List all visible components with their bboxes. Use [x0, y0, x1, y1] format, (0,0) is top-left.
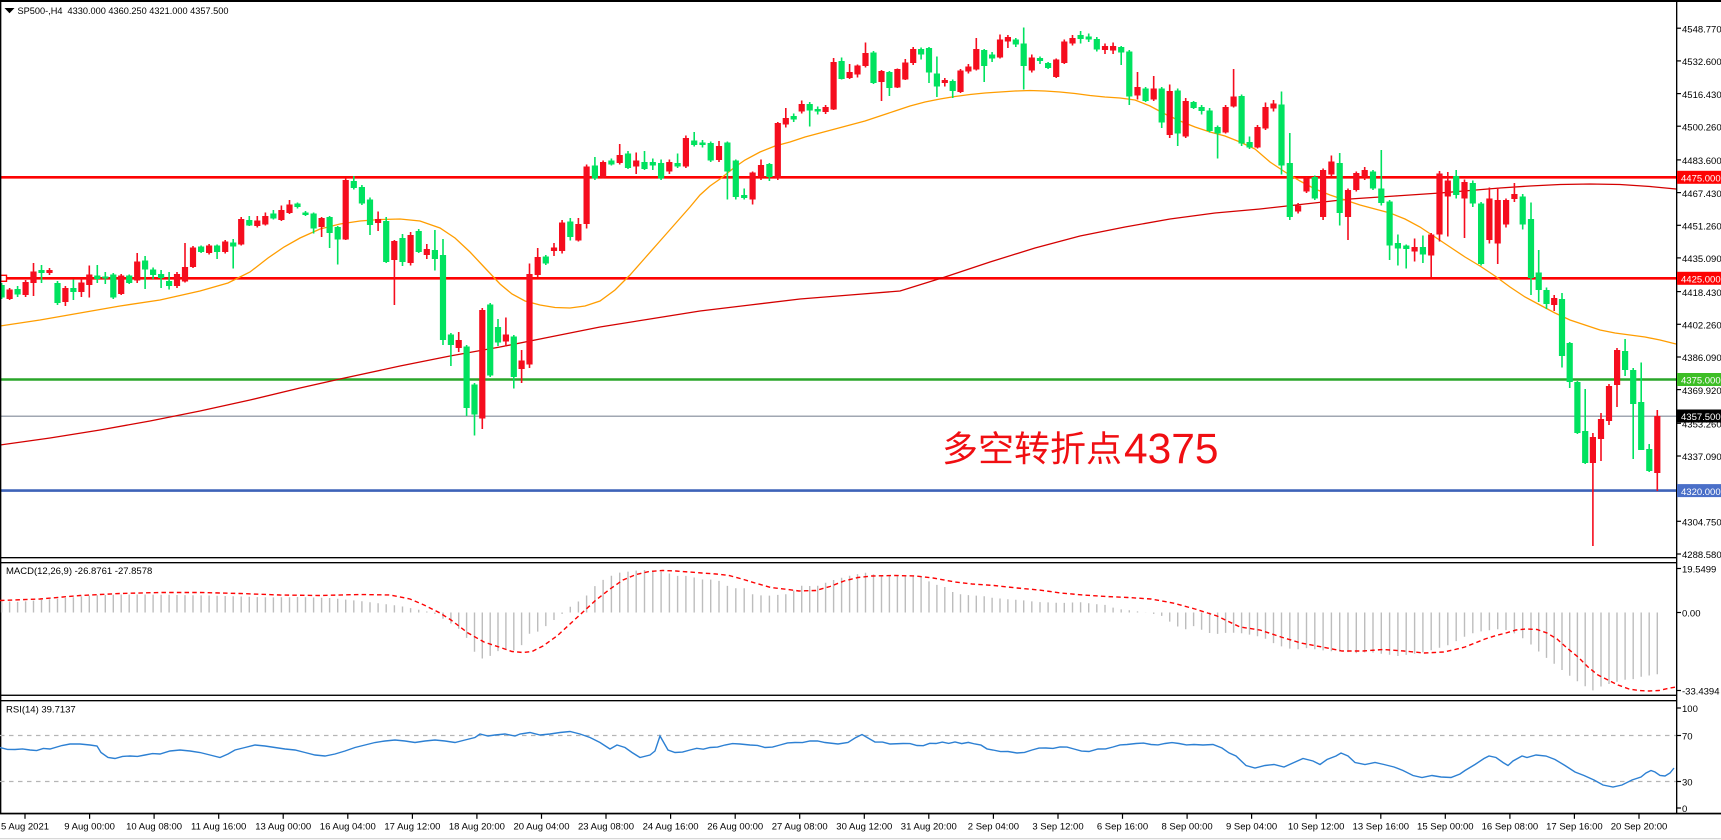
svg-text:4435.090: 4435.090 — [1682, 254, 1721, 265]
svg-text:4337.090: 4337.090 — [1682, 452, 1721, 463]
svg-text:MACD(12,26,9) -26.8761 -27.857: MACD(12,26,9) -26.8761 -27.8578 — [6, 566, 152, 577]
svg-text:17 Aug 12:00: 17 Aug 12:00 — [384, 822, 440, 833]
svg-text:19.5499: 19.5499 — [1682, 565, 1716, 576]
svg-text:4402.260: 4402.260 — [1682, 321, 1721, 332]
svg-text:16 Aug 04:00: 16 Aug 04:00 — [320, 822, 376, 833]
svg-text:4467.430: 4467.430 — [1682, 189, 1721, 200]
svg-text:9 Aug 00:00: 9 Aug 00:00 — [64, 822, 115, 833]
svg-text:4425.000: 4425.000 — [1681, 275, 1721, 286]
svg-text:4288.580: 4288.580 — [1682, 550, 1721, 561]
svg-text:5 Aug 2021: 5 Aug 2021 — [1, 822, 49, 833]
svg-text:2 Sep 04:00: 2 Sep 04:00 — [968, 822, 1019, 833]
svg-text:100: 100 — [1682, 704, 1698, 715]
svg-text:4357.500: 4357.500 — [1681, 412, 1721, 423]
svg-text:4475.000: 4475.000 — [1681, 174, 1721, 185]
svg-text:17 Sep 16:00: 17 Sep 16:00 — [1546, 822, 1603, 833]
svg-text:23 Aug 08:00: 23 Aug 08:00 — [578, 822, 634, 833]
svg-text:3 Sep 12:00: 3 Sep 12:00 — [1032, 822, 1083, 833]
svg-text:15 Sep 00:00: 15 Sep 00:00 — [1417, 822, 1474, 833]
svg-text:0: 0 — [1682, 804, 1687, 815]
svg-text:4375: 4375 — [1124, 426, 1219, 473]
svg-text:24 Aug 16:00: 24 Aug 16:00 — [643, 822, 699, 833]
svg-text:26 Aug 00:00: 26 Aug 00:00 — [707, 822, 763, 833]
svg-text:4516.430: 4516.430 — [1682, 90, 1721, 101]
svg-text:SP500-,H4 4330.000 4360.250 4: SP500-,H4 4330.000 4360.250 4321.000 435… — [18, 6, 229, 16]
svg-text:16 Sep 08:00: 16 Sep 08:00 — [1482, 822, 1539, 833]
svg-text:31 Aug 20:00: 31 Aug 20:00 — [901, 822, 957, 833]
svg-text:10 Aug 08:00: 10 Aug 08:00 — [126, 822, 182, 833]
svg-text:4548.770: 4548.770 — [1682, 24, 1721, 35]
svg-text:18 Aug 20:00: 18 Aug 20:00 — [449, 822, 505, 833]
svg-text:4369.920: 4369.920 — [1682, 386, 1721, 397]
svg-text:4304.750: 4304.750 — [1682, 518, 1721, 529]
svg-text:4320.000: 4320.000 — [1681, 487, 1721, 498]
svg-text:4532.600: 4532.600 — [1682, 57, 1721, 68]
svg-text:20 Sep 20:00: 20 Sep 20:00 — [1611, 822, 1668, 833]
svg-text:4375.000: 4375.000 — [1681, 376, 1721, 387]
svg-text:11 Aug 16:00: 11 Aug 16:00 — [191, 822, 246, 833]
svg-text:4451.260: 4451.260 — [1682, 222, 1721, 233]
svg-text:13 Aug 00:00: 13 Aug 00:00 — [255, 822, 311, 833]
svg-text:4418.430: 4418.430 — [1682, 288, 1721, 299]
svg-text:9 Sep 04:00: 9 Sep 04:00 — [1226, 822, 1277, 833]
svg-text:30 Aug 12:00: 30 Aug 12:00 — [836, 822, 892, 833]
svg-text:4386.090: 4386.090 — [1682, 353, 1721, 364]
svg-text:4500.260: 4500.260 — [1682, 122, 1721, 133]
svg-text:20 Aug 04:00: 20 Aug 04:00 — [514, 822, 570, 833]
svg-text:0.00: 0.00 — [1682, 609, 1701, 620]
svg-text:4483.600: 4483.600 — [1682, 156, 1721, 167]
svg-text:4353.260: 4353.260 — [1682, 420, 1721, 431]
svg-text:8 Sep 00:00: 8 Sep 00:00 — [1161, 822, 1212, 833]
svg-text:10 Sep 12:00: 10 Sep 12:00 — [1288, 822, 1345, 833]
svg-text:13 Sep 16:00: 13 Sep 16:00 — [1353, 822, 1410, 833]
svg-text:6 Sep 16:00: 6 Sep 16:00 — [1097, 822, 1148, 833]
svg-text:70: 70 — [1682, 732, 1693, 743]
svg-text:RSI(14) 39.7137: RSI(14) 39.7137 — [6, 705, 76, 716]
svg-text:30: 30 — [1682, 778, 1693, 789]
svg-text:-33.4394: -33.4394 — [1682, 687, 1720, 698]
svg-text:27 Aug 08:00: 27 Aug 08:00 — [772, 822, 828, 833]
